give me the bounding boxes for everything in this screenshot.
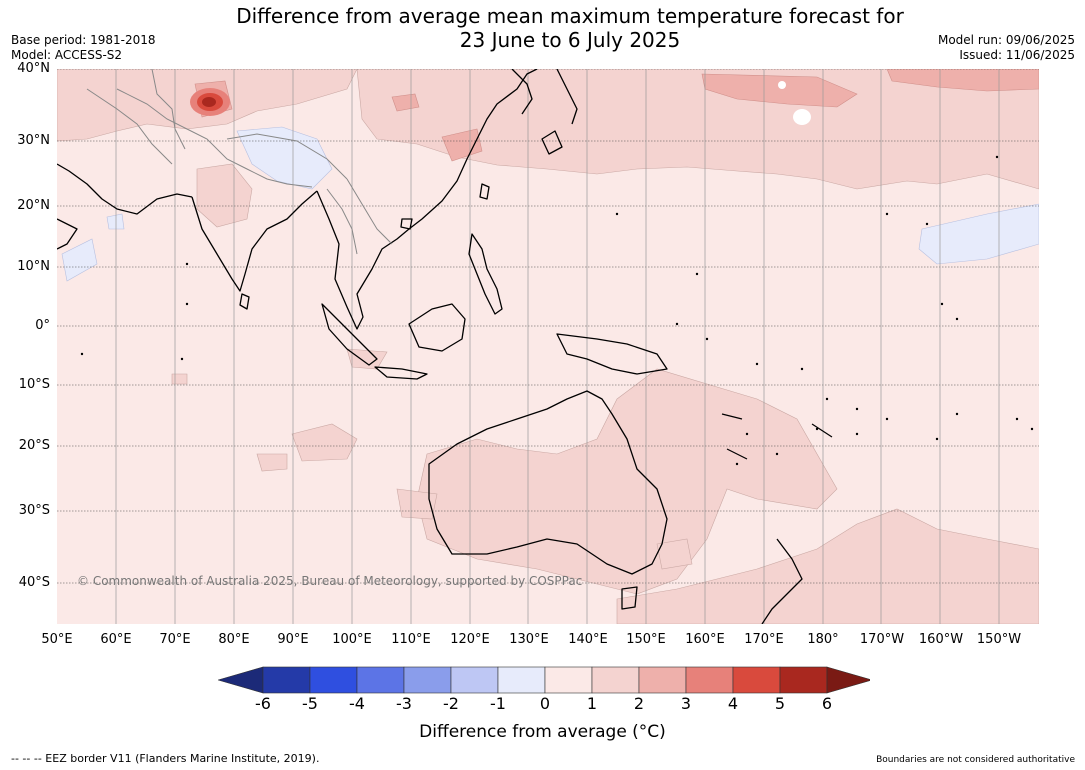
- meridians: [115, 69, 1000, 624]
- colorbar-cell: [591, 666, 640, 694]
- lat-label-10s: 10°S: [18, 377, 50, 392]
- lon-label-150w: 150°W: [976, 632, 1022, 647]
- lon-label-100e: 100°E: [332, 632, 372, 647]
- colorbar-tick-label: 5: [774, 694, 786, 713]
- anomaly-1-2-regions: [57, 69, 1039, 624]
- map-area[interactable]: © Commonwealth of Australia 2025, Bureau…: [57, 69, 1039, 624]
- colorbar-cell: [779, 666, 828, 694]
- colorbar-cell: [262, 666, 311, 694]
- issued-date: Issued: 11/06/2025: [959, 48, 1075, 62]
- lon-label-90e: 90°E: [277, 632, 309, 647]
- colorbar-tick-label: 4: [727, 694, 739, 713]
- coastlines: [57, 69, 803, 624]
- lat-label-20n: 20°N: [17, 198, 50, 213]
- colorbar-cell: [732, 666, 781, 694]
- lat-label-30s: 30°S: [18, 503, 50, 518]
- lon-label-70e: 70°E: [159, 632, 191, 647]
- lat-label-40n: 40°N: [17, 61, 50, 76]
- country-borders: [86, 69, 393, 255]
- lat-label-30n: 30°N: [17, 133, 50, 148]
- map-title: Difference from average mean maximum tem…: [0, 4, 1085, 52]
- title-line-1: Difference from average mean maximum tem…: [236, 4, 904, 28]
- colorbar-tick-label: -4: [349, 694, 365, 713]
- hotspot-region: [190, 88, 230, 116]
- colorbar-tick-label: -1: [490, 694, 506, 713]
- lon-label-130e: 130°E: [509, 632, 549, 647]
- colorbar-tick-label: 1: [586, 694, 598, 713]
- melanesia-islands: [721, 413, 833, 460]
- colorbar-cells: [218, 666, 870, 694]
- colorbar-title: Difference from average (°C): [419, 722, 666, 742]
- colorbar-cell: [638, 666, 687, 694]
- colorbar-cell: [544, 666, 593, 694]
- colorbar: [218, 666, 870, 694]
- copyright-text: © Commonwealth of Australia 2025, Bureau…: [77, 574, 582, 588]
- meta-left: Base period: 1981-2018 Model: ACCESS-S2: [11, 33, 156, 63]
- lon-label-120e: 120°E: [450, 632, 490, 647]
- lon-label-160w: 160°W: [918, 632, 964, 647]
- colorbar-cell: [497, 666, 546, 694]
- colorbar-cell: [450, 666, 499, 694]
- lat-label-20s: 20°S: [18, 438, 50, 453]
- lon-label-50e: 50°E: [41, 632, 73, 647]
- base-period: Base period: 1981-2018: [11, 33, 156, 47]
- lon-label-60e: 60°E: [100, 632, 132, 647]
- boundaries-disclaimer: Boundaries are not considered authoritat…: [876, 755, 1075, 765]
- colorbar-cell-under: [218, 666, 264, 694]
- model-name: Model: ACCESS-S2: [11, 48, 123, 62]
- colorbar-tick-label: 0: [539, 694, 551, 713]
- colorbar-tick-label: 6: [821, 694, 833, 713]
- map-svg: © Commonwealth of Australia 2025, Bureau…: [57, 69, 1039, 624]
- lon-label-170w: 170°W: [859, 632, 905, 647]
- lon-label-170e: 170°E: [744, 632, 784, 647]
- colorbar-cell: [403, 666, 452, 694]
- lon-label-180: 180°: [807, 632, 839, 647]
- eez-note: -- -- -- EEZ border V11 (Flanders Marine…: [11, 752, 320, 765]
- pacific-islands: [80, 155, 1034, 466]
- model-run: Model run: 09/06/2025: [937, 33, 1075, 47]
- title-line-2: 23 June to 6 July 2025: [459, 28, 681, 52]
- colorbar-cell: [356, 666, 405, 694]
- colorbar-tick-label: 2: [633, 694, 645, 713]
- lon-label-80e: 80°E: [218, 632, 250, 647]
- anomaly-2-3-regions: [194, 69, 1039, 162]
- anomaly-negative-regions: [61, 126, 1039, 282]
- lat-label-0: 0°: [35, 318, 50, 333]
- colorbar-cell-over: [826, 666, 870, 694]
- colorbar-tick-label: -5: [302, 694, 318, 713]
- lat-label-40s: 40°S: [18, 575, 50, 590]
- lon-label-110e: 110°E: [391, 632, 431, 647]
- colorbar-tick-label: -2: [443, 694, 459, 713]
- lon-label-150e: 150°E: [626, 632, 666, 647]
- colorbar-tick-label: -3: [396, 694, 412, 713]
- colorbar-tick-label: -6: [255, 694, 271, 713]
- colorbar-tick-label: 3: [680, 694, 692, 713]
- meta-right: Model run: 09/06/2025 Issued: 11/06/2025: [938, 33, 1075, 63]
- lat-label-10n: 10°N: [17, 259, 50, 274]
- colorbar-cell: [685, 666, 734, 694]
- near-zero-pockets: [778, 81, 811, 125]
- lon-label-140e: 140°E: [568, 632, 608, 647]
- lon-label-160e: 160°E: [685, 632, 725, 647]
- colorbar-cell: [309, 666, 358, 694]
